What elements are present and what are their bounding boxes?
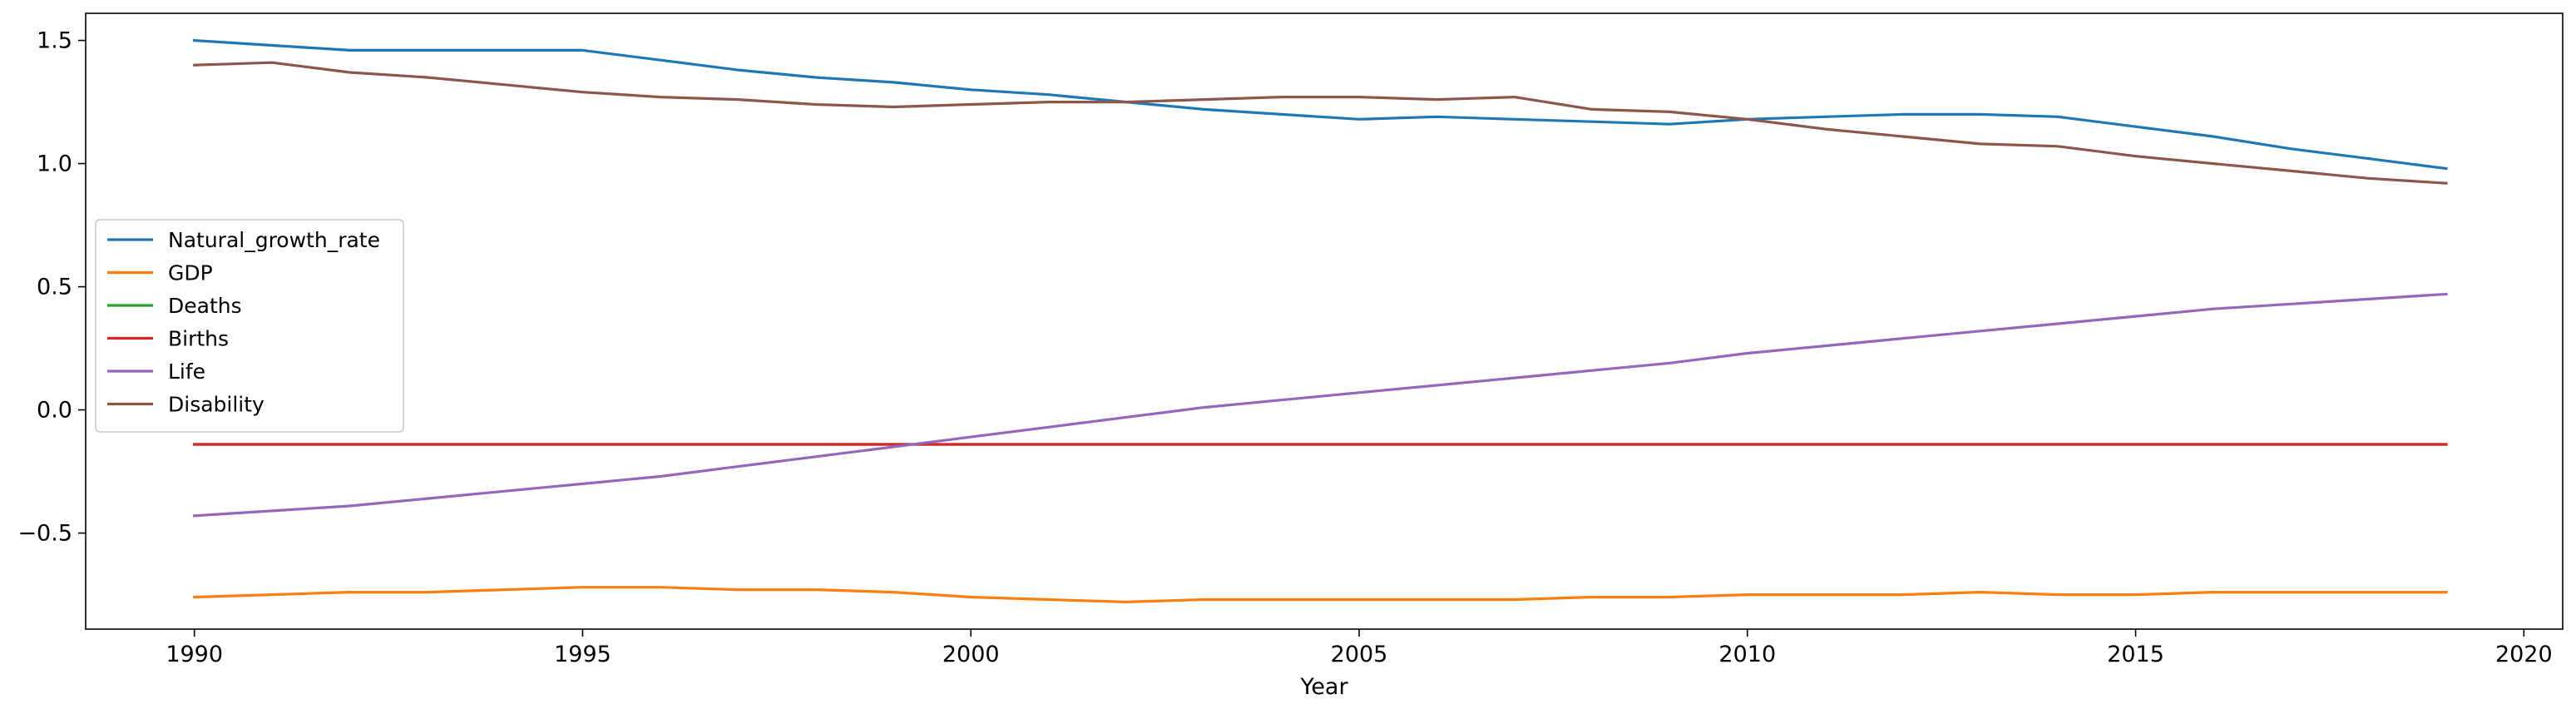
y-tick-label: 0.0 — [37, 398, 72, 424]
x-tick-label: 2010 — [1718, 642, 1776, 667]
y-tick-label: 1.5 — [37, 28, 72, 54]
series-line-life — [193, 292, 2448, 518]
series-line-natural-growth-rate — [193, 38, 2448, 171]
y-axis: −0.5 0.0 0.5 1.0 1.5 — [17, 28, 86, 547]
series-lines — [193, 38, 2448, 604]
legend-label-deaths: Deaths — [168, 294, 242, 318]
x-axis: 1990 1995 2000 2005 2010 2015 2020 — [166, 629, 2553, 667]
x-tick-label: 1990 — [166, 642, 223, 667]
y-tick-label: −0.5 — [17, 521, 72, 547]
legend-label-disability: Disability — [168, 393, 265, 417]
series-line-gdp — [193, 586, 2448, 604]
legend-label-life: Life — [168, 359, 205, 384]
x-axis-label: Year — [1299, 674, 1348, 700]
x-tick-label: 2000 — [942, 642, 1000, 667]
plot-frame — [85, 12, 2564, 630]
x-tick-label: 2015 — [2107, 642, 2164, 667]
series-line-disability — [193, 61, 2448, 185]
x-tick-label: 2020 — [2495, 642, 2553, 667]
x-tick-label: 2005 — [1331, 642, 1388, 667]
x-tick-label: 1995 — [554, 642, 611, 667]
legend-frame — [95, 219, 404, 433]
legend: Natural_growth_rate GDP Deaths Births Life Di… — [95, 219, 404, 433]
plot-background — [86, 13, 2563, 629]
legend-label-gdp: GDP — [168, 261, 213, 285]
legend-label-births: Births — [168, 327, 229, 351]
y-tick-label: 1.0 — [37, 151, 72, 177]
legend-label-natural-growth-rate: Natural_growth_rate — [168, 228, 380, 252]
y-tick-label: 0.5 — [37, 275, 72, 300]
